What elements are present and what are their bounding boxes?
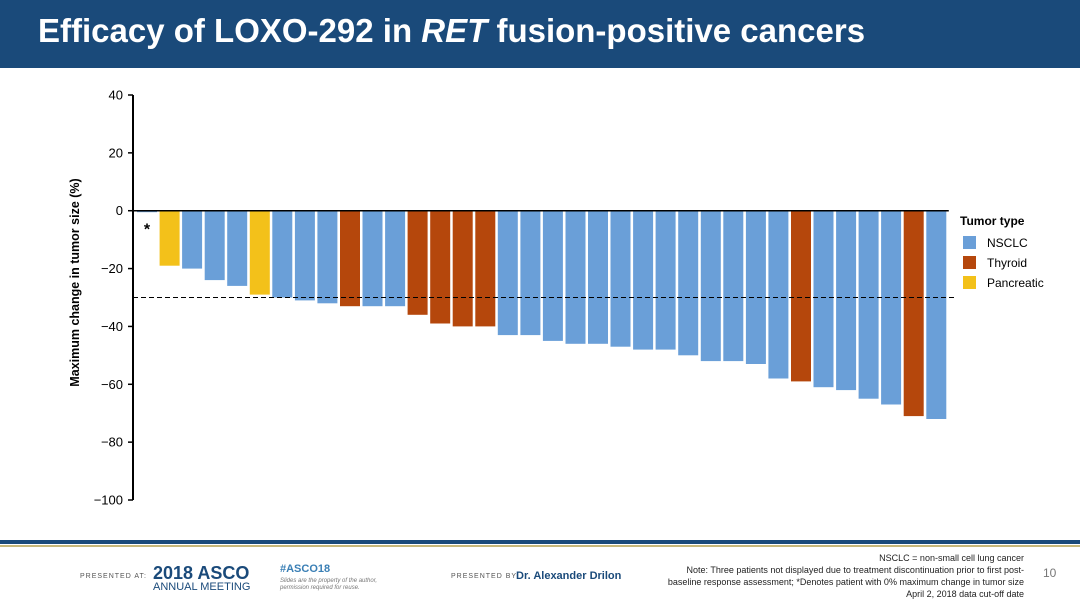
annotation-group: * [144,222,151,239]
y-tick-label: −40 [101,319,123,334]
y-tick-label: 20 [109,145,123,160]
bar-nsclc [182,210,203,269]
bar-nsclc [768,210,789,379]
bar-nsclc [813,210,834,388]
hashtag: #ASCO18 [280,563,331,575]
page-number: 10 [1043,566,1057,580]
bar-nsclc [610,210,631,347]
bar-nsclc [362,210,383,307]
asco-logo-subtitle: ANNUAL MEETING [153,581,251,593]
title-part-1: Efficacy of LOXO-292 in [38,12,422,49]
waterfall-chart: 40 20 0 −20 −40 −60 −80 −100 Maximum change in t… [68,88,1044,508]
legend-title: Tumor type [960,214,1025,228]
bar-thyroid [407,210,428,315]
bar-nsclc [633,210,654,350]
bar-nsclc [272,210,293,298]
title-italic-gene: RET [421,12,488,49]
legend-swatch [963,276,976,289]
bar-nsclc [520,210,541,336]
y-axis-label: Maximum change in tumor size (%) [68,178,82,386]
bar-nsclc [881,210,902,405]
legend-entry: Pancreatic [987,276,1044,290]
rights-notice: Slides are the property of the author, p… [280,578,378,591]
bar-nsclc [745,210,766,364]
bar-pancreatic [249,210,270,295]
presenter-name: Dr. Alexander Drilon [516,570,622,582]
legend-entry: NSCLC [987,236,1028,250]
legend-entry: Thyroid [987,256,1027,270]
asco-logo-text: 2018 ASCO [153,563,250,583]
footnote-line: baseline response assessment; *Denotes p… [667,577,1024,587]
footer-rule [0,540,1080,544]
bar-nsclc [385,210,406,307]
bar-nsclc [858,210,879,399]
footer-rule-gold [0,545,1080,547]
y-tick-label: 0 [116,203,123,218]
bar-nsclc [678,210,699,356]
y-tick-label: −100 [94,493,123,508]
slide-title: Efficacy of LOXO-292 in RET fusion-posit… [38,12,865,50]
y-tick-label: −20 [101,261,123,276]
slide-header: Efficacy of LOXO-292 in RET fusion-posit… [0,0,1080,68]
bar-nsclc [836,210,857,391]
bar-pancreatic [159,210,180,266]
footnote-line: Note: Three patients not displayed due t… [686,565,1024,575]
footnote-line: April 2, 2018 data cut-off date [906,589,1024,599]
legend-swatch [963,236,976,249]
bar-nsclc [655,210,676,350]
footnotes: NSCLC = non-small cell lung cancer Note:… [604,552,1024,600]
legend: Tumor type NSCLC Thyroid Pancreatic [960,214,1044,290]
bars-group [133,209,949,419]
y-tick-label: −80 [101,435,123,450]
bar-nsclc [227,210,248,286]
bar-thyroid [340,210,360,307]
bar-nsclc [926,210,947,419]
presented-at-label: PRESENTED AT: [80,573,147,580]
bar-thyroid [791,210,811,382]
footnote-line: NSCLC = non-small cell lung cancer [879,553,1024,563]
bar-thyroid [452,210,473,327]
bar-nsclc [204,210,225,281]
bar-thyroid [430,210,451,324]
bar-thyroid [475,210,496,327]
presented-by-label: PRESENTED BY: [451,573,520,580]
bar-nsclc [497,210,518,336]
bar-nsclc [317,210,338,304]
bar-nsclc [700,210,721,362]
bar-nsclc [565,210,586,344]
y-axis: 40 20 0 −20 −40 −60 −80 −100 Maximum change in t… [68,88,134,508]
bar-nsclc [723,210,744,362]
title-part-2: fusion-positive cancers [487,12,866,49]
bar-nsclc [588,210,608,344]
annotation-asterisk: * [144,222,151,239]
bar-nsclc [542,210,563,341]
y-tick-label: −60 [101,377,123,392]
legend-swatch [963,256,976,269]
y-tick-label: 40 [109,88,123,103]
bar-nsclc [294,210,315,301]
bar-thyroid [903,210,924,417]
